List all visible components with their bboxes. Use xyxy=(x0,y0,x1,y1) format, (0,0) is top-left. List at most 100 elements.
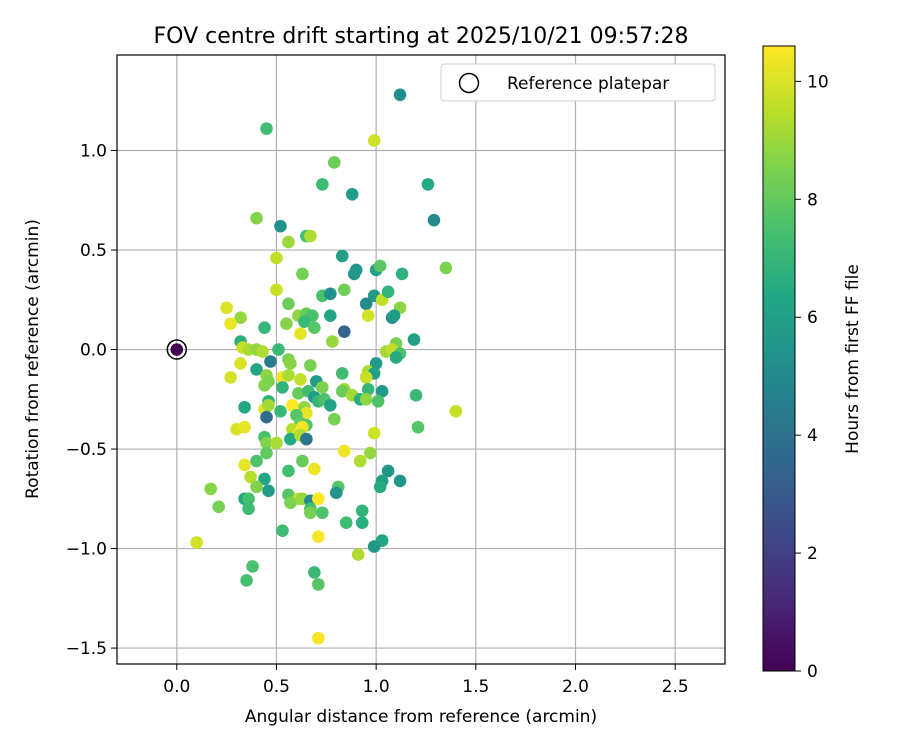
data-point xyxy=(337,283,351,297)
data-point xyxy=(337,325,351,338)
x-axis-ticks: 0.0 0.5 1.0 1.5 2.0 2.5 xyxy=(163,664,689,697)
data-point xyxy=(439,261,453,275)
data-point xyxy=(389,351,403,364)
colorbar-label: Hours from first FF file xyxy=(843,264,863,454)
data-point xyxy=(282,297,295,311)
data-point xyxy=(258,472,271,486)
data-point xyxy=(300,406,313,420)
colorbar-ticks: 0 2 4 6 8 10 xyxy=(795,72,829,682)
data-point xyxy=(361,309,375,323)
data-point xyxy=(367,426,381,440)
data-point xyxy=(347,267,361,281)
data-point xyxy=(270,283,283,297)
data-point xyxy=(373,480,387,494)
data-point xyxy=(393,474,407,488)
colorbar-tick-label: 0 xyxy=(807,662,818,682)
data-point xyxy=(373,259,387,273)
data-point xyxy=(304,506,317,520)
x-axis-label: Angular distance from reference (arcmin) xyxy=(245,707,597,727)
data-point xyxy=(407,333,421,346)
data-point xyxy=(308,462,321,476)
data-point xyxy=(312,530,325,543)
data-point xyxy=(270,436,283,450)
data-point xyxy=(323,309,337,323)
y-tick-label: 1.0 xyxy=(80,142,107,162)
data-point xyxy=(411,420,425,434)
data-point xyxy=(242,492,255,506)
data-point xyxy=(274,219,287,233)
y-tick-label: −1.5 xyxy=(66,639,107,659)
data-point xyxy=(308,566,321,579)
data-point xyxy=(244,470,257,484)
data-point xyxy=(325,335,339,348)
data-point xyxy=(409,389,423,402)
colorbar-gradient xyxy=(762,45,796,672)
data-point xyxy=(250,363,263,376)
data-point xyxy=(323,287,337,301)
data-point xyxy=(323,398,337,412)
data-point xyxy=(359,393,373,406)
data-point xyxy=(300,432,313,446)
data-point xyxy=(369,357,383,370)
data-point xyxy=(355,516,369,529)
data-point xyxy=(224,371,237,384)
data-points xyxy=(166,88,463,645)
data-point xyxy=(212,500,225,514)
data-point xyxy=(316,381,329,394)
x-tick-label: 2.0 xyxy=(562,677,589,697)
data-point xyxy=(224,317,237,330)
colorbar-tick-label: 10 xyxy=(807,72,829,92)
data-point xyxy=(367,134,381,147)
reference-platepar-point xyxy=(170,343,184,356)
data-point xyxy=(282,464,295,478)
data-point xyxy=(190,536,204,549)
data-point xyxy=(250,211,263,225)
data-point xyxy=(276,524,289,537)
data-point xyxy=(337,444,351,458)
data-point xyxy=(381,285,395,299)
data-point xyxy=(363,446,377,460)
data-point xyxy=(427,213,441,227)
y-tick-label: −0.5 xyxy=(66,440,107,460)
data-point xyxy=(335,367,349,380)
data-point xyxy=(304,229,317,243)
reference-platepar-ring xyxy=(166,339,188,360)
data-point xyxy=(312,578,325,591)
plot-frame xyxy=(116,54,726,665)
data-point xyxy=(274,404,287,418)
data-point xyxy=(284,357,297,370)
data-point xyxy=(220,301,233,315)
colorbar-tick-label: 4 xyxy=(807,426,818,446)
data-point xyxy=(375,385,389,398)
data-point xyxy=(296,267,309,281)
data-point xyxy=(242,502,255,516)
y-tick-label: −1.0 xyxy=(66,540,107,560)
data-point xyxy=(298,315,311,328)
data-point xyxy=(367,540,381,553)
data-point xyxy=(355,504,369,518)
data-point xyxy=(339,516,353,529)
data-point xyxy=(395,267,409,281)
data-point xyxy=(335,385,349,398)
y-axis-ticks: −1.5 −1.0 −0.5 0.0 0.5 1.0 xyxy=(66,142,117,659)
data-point xyxy=(294,327,307,340)
data-point xyxy=(262,484,275,498)
data-point xyxy=(353,454,367,468)
data-point xyxy=(329,486,343,500)
data-point xyxy=(286,398,299,412)
data-point xyxy=(316,506,329,520)
data-point xyxy=(308,321,321,334)
data-point xyxy=(294,373,307,386)
data-point xyxy=(250,454,263,468)
data-point xyxy=(335,249,349,263)
legend-label: Reference platepar xyxy=(507,74,669,94)
data-point xyxy=(260,446,273,460)
data-point xyxy=(282,369,295,382)
data-point xyxy=(359,297,373,311)
y-tick-label: 0.0 xyxy=(80,341,107,361)
data-point xyxy=(393,88,407,102)
data-point xyxy=(284,496,297,510)
data-point xyxy=(264,355,277,368)
data-point xyxy=(262,398,275,412)
